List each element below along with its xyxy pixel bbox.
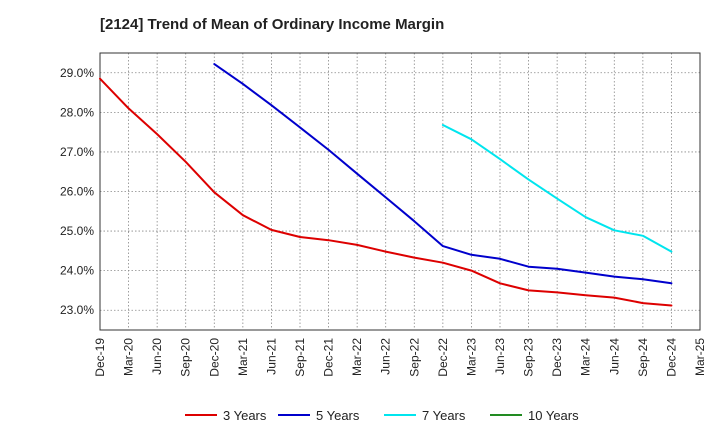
y-tick-label: 28.0% — [60, 105, 94, 119]
series-line-7-years — [441, 124, 673, 253]
x-tick-label: Jun-22 — [379, 338, 393, 375]
legend-label: 3 Years — [223, 408, 267, 423]
x-tick-label: Dec-24 — [664, 338, 678, 377]
x-tick-label: Mar-24 — [579, 338, 593, 376]
x-tick-label: Jun-21 — [264, 338, 278, 375]
x-tick-label: Mar-23 — [464, 338, 478, 376]
chart-title: [2124] Trend of Mean of Ordinary Income … — [100, 16, 445, 33]
x-tick-label: Dec-23 — [550, 338, 564, 377]
x-tick-label: Sep-23 — [522, 338, 536, 377]
legend-label: 5 Years — [316, 408, 360, 423]
x-tick-label: Sep-22 — [407, 338, 421, 377]
y-tick-label: 29.0% — [60, 66, 94, 80]
x-tick-label: Dec-22 — [436, 338, 450, 377]
series-line-3-years — [99, 77, 673, 307]
y-tick-label: 25.0% — [60, 224, 94, 238]
x-tick-label: Dec-21 — [322, 338, 336, 377]
x-tick-label: Mar-25 — [693, 338, 707, 376]
x-tick-label: Dec-19 — [93, 338, 107, 377]
legend-label: 7 Years — [422, 408, 466, 423]
plot-area — [100, 53, 700, 330]
x-tick-label: Jun-23 — [493, 338, 507, 375]
x-tick-label: Jun-20 — [150, 338, 164, 375]
y-tick-label: 26.0% — [60, 185, 94, 199]
x-tick-label: Mar-22 — [350, 338, 364, 376]
series-line-5-years — [213, 63, 673, 285]
y-tick-label: 23.0% — [60, 303, 94, 317]
y-tick-label: 24.0% — [60, 264, 94, 278]
plot-border — [99, 52, 701, 331]
x-tick-label: Sep-24 — [636, 338, 650, 377]
x-tick-label: Sep-21 — [293, 338, 307, 377]
x-tick-label: Mar-21 — [236, 338, 250, 376]
x-tick-label: Jun-24 — [607, 338, 621, 375]
y-tick-label: 27.0% — [60, 145, 94, 159]
legend-label: 10 Years — [528, 408, 579, 423]
x-tick-label: Mar-20 — [122, 338, 136, 376]
x-tick-label: Sep-20 — [179, 338, 193, 377]
x-tick-label: Dec-20 — [207, 338, 221, 377]
